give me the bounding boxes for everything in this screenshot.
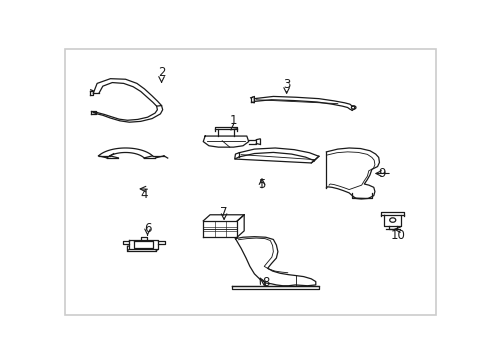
Text: 9: 9 [378, 167, 386, 180]
Text: 10: 10 [389, 229, 404, 242]
Text: 6: 6 [143, 222, 151, 235]
Text: 2: 2 [158, 66, 165, 79]
Text: 8: 8 [262, 276, 269, 289]
Text: 3: 3 [283, 78, 290, 91]
Text: 1: 1 [229, 114, 237, 127]
Text: 5: 5 [258, 178, 265, 191]
Text: 4: 4 [141, 188, 148, 201]
Text: 7: 7 [220, 206, 227, 219]
